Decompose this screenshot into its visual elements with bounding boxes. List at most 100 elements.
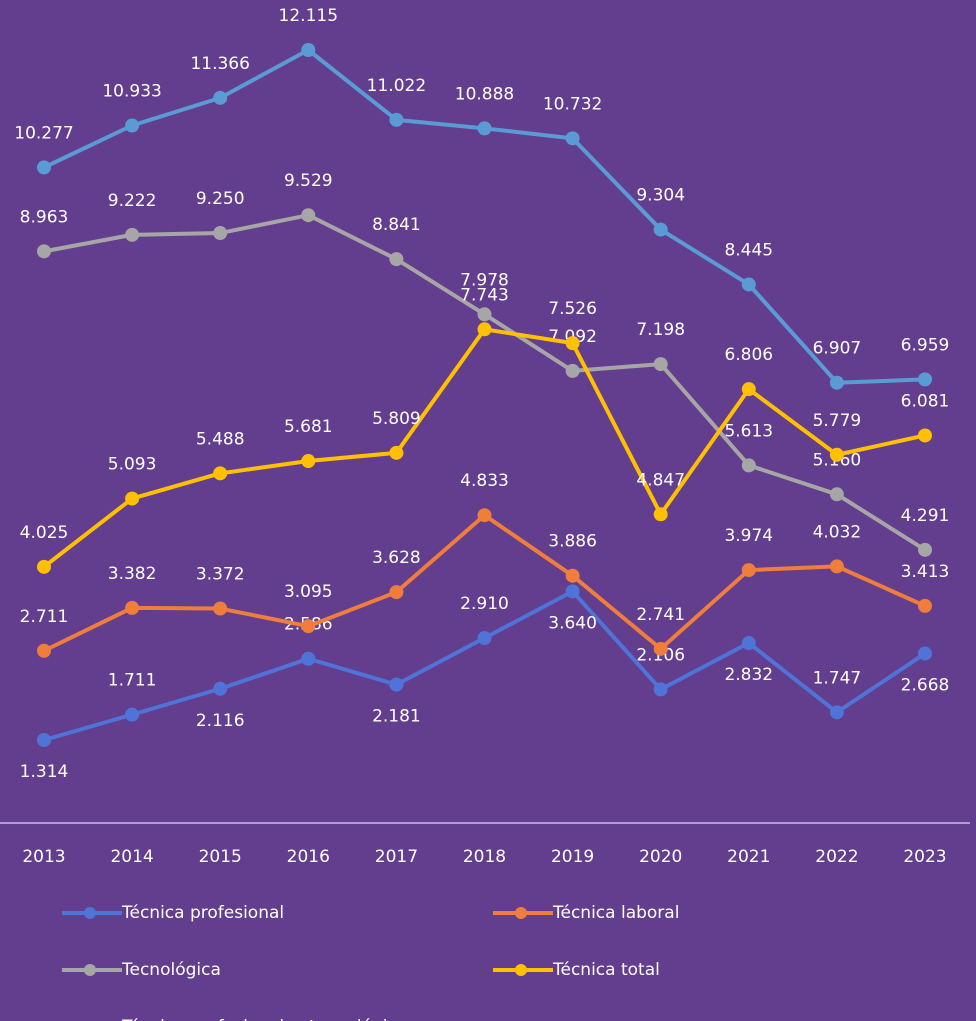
data-point [389, 252, 404, 267]
x-tick-label: 2021 [727, 847, 770, 867]
x-tick-label: 2014 [110, 847, 153, 867]
x-tick-label: 2020 [639, 847, 682, 867]
data-point [389, 112, 404, 127]
data-point [829, 487, 844, 502]
x-tick-label: 2015 [199, 847, 242, 867]
data-point [301, 454, 316, 469]
data-label: 6.806 [724, 345, 773, 365]
data-point [301, 619, 316, 634]
x-tick-label: 2022 [815, 847, 858, 867]
data-label: 2.910 [460, 594, 509, 614]
data-label: 5.779 [813, 411, 862, 431]
legend-marker [84, 907, 96, 919]
data-label: 3.382 [108, 564, 157, 584]
x-tick-label: 2013 [22, 847, 65, 867]
data-point [829, 559, 844, 574]
data-point [477, 508, 492, 523]
data-label: 1.747 [813, 668, 862, 688]
data-label: 3.372 [196, 565, 245, 585]
legend-marker [84, 964, 96, 976]
data-label: 3.095 [284, 582, 333, 602]
data-point [125, 707, 140, 722]
data-point [213, 226, 228, 241]
data-label: 8.963 [20, 207, 69, 227]
data-label: 2.181 [372, 707, 421, 727]
data-label: 10.888 [455, 84, 514, 104]
data-label: 6.907 [813, 339, 862, 359]
data-label: 2.116 [196, 711, 245, 731]
data-label: 9.304 [636, 186, 685, 206]
data-label: 10.277 [14, 123, 73, 143]
data-label: 10.732 [543, 94, 602, 114]
data-label: 4.025 [20, 523, 69, 543]
data-label: 9.222 [108, 191, 157, 211]
data-label: 2.741 [636, 605, 685, 625]
x-tick-label: 2017 [375, 847, 418, 867]
data-point [389, 585, 404, 600]
data-label: 6.081 [901, 391, 950, 411]
data-point [565, 568, 580, 583]
data-label: 4.032 [813, 522, 862, 542]
data-point [653, 641, 668, 656]
data-label: 8.841 [372, 215, 421, 235]
data-label: 4.847 [636, 470, 685, 490]
data-point [125, 227, 140, 242]
data-label: 3.640 [548, 613, 597, 633]
data-point [389, 677, 404, 692]
data-label: 5.681 [284, 417, 333, 437]
data-point [37, 559, 51, 574]
data-label: 11.022 [367, 76, 426, 96]
legend-label: Técnica profesional [121, 903, 284, 923]
data-point [918, 428, 932, 443]
data-label: 2.668 [901, 676, 950, 696]
data-label: 2.832 [724, 665, 773, 685]
data-point [301, 651, 316, 666]
data-point [653, 682, 668, 697]
x-tick-label: 2018 [463, 847, 506, 867]
data-label: 9.529 [284, 171, 333, 191]
data-point [37, 244, 51, 259]
data-point [565, 584, 580, 599]
data-label: 7.743 [460, 285, 509, 305]
data-point [829, 447, 844, 462]
data-point [829, 375, 844, 390]
data-point [741, 458, 756, 473]
data-label: 1.314 [20, 762, 69, 782]
data-label: 4.833 [460, 471, 509, 491]
data-label: 7.978 [460, 270, 509, 290]
data-label: 5.093 [108, 455, 157, 475]
x-tick-label: 2016 [287, 847, 330, 867]
data-point [918, 372, 932, 387]
data-point [213, 601, 228, 616]
data-point [565, 336, 580, 351]
data-label: 10.933 [102, 82, 161, 102]
data-label: 5.613 [724, 421, 773, 441]
data-point [565, 363, 580, 378]
data-point [653, 357, 668, 372]
data-point [389, 445, 404, 460]
data-point [741, 277, 756, 292]
data-point [301, 43, 316, 57]
data-label: 3.886 [548, 532, 597, 552]
x-tick-label: 2019 [551, 847, 594, 867]
data-label: 3.974 [724, 526, 773, 546]
legend-label: Técnica total [552, 960, 660, 980]
data-point [125, 118, 140, 133]
data-point [918, 542, 932, 557]
data-point [477, 322, 492, 337]
legend-marker [515, 964, 527, 976]
data-label: 9.250 [196, 189, 245, 209]
data-point [477, 307, 492, 322]
legend-label: Técnica laboral [552, 903, 679, 923]
data-point [213, 90, 228, 105]
data-label: 12.115 [279, 6, 338, 26]
data-label: 3.628 [372, 548, 421, 568]
data-point [125, 491, 140, 506]
data-point [125, 600, 140, 615]
data-label: 3.413 [901, 562, 950, 582]
data-point [565, 131, 580, 146]
legend-marker [515, 907, 527, 919]
data-label: 8.445 [724, 240, 773, 260]
